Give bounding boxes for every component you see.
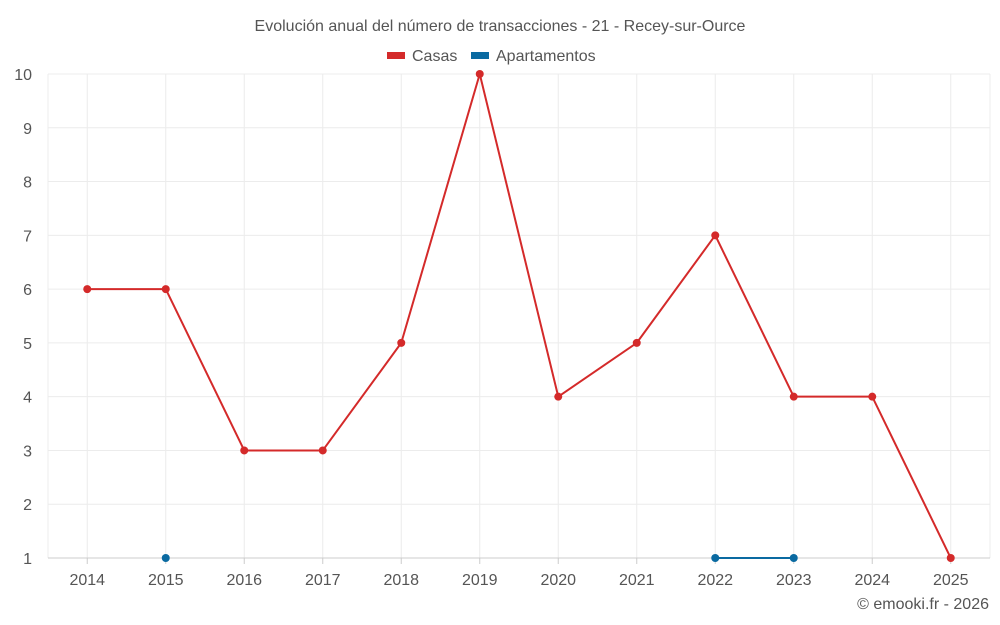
x-tick-label: 2019 — [462, 572, 498, 589]
data-point-casas-2019[interactable] — [475, 70, 484, 78]
chart-title: Evolución anual del número de transaccio… — [255, 18, 746, 35]
legend-label-apartamentos: Apartamentos — [496, 48, 596, 65]
x-tick-label: 2018 — [383, 572, 419, 589]
x-tick-label: 2022 — [697, 572, 733, 589]
x-tick-label: 2025 — [933, 572, 969, 589]
x-tick-label: 2015 — [148, 572, 184, 589]
data-point-casas-2024[interactable] — [868, 392, 877, 401]
x-tick-label: 2014 — [69, 572, 105, 589]
series-apartamentos — [161, 554, 798, 562]
legend: Casas Apartamentos — [387, 48, 596, 65]
data-point-casas-2023[interactable] — [789, 392, 798, 401]
x-tick-label: 2020 — [540, 572, 576, 589]
series-line-casas — [87, 73, 952, 559]
y-tick-label: 4 — [23, 390, 32, 407]
x-tick-label: 2021 — [619, 572, 655, 589]
data-point-casas-2025[interactable] — [946, 554, 955, 562]
data-point-casas-2021[interactable] — [632, 338, 641, 347]
x-tick-label: 2016 — [226, 572, 262, 589]
data-point-casas-2020[interactable] — [554, 392, 563, 401]
x-tick-label: 2017 — [305, 572, 341, 589]
grid — [47, 73, 991, 558]
data-point-apartamentos-2023[interactable] — [789, 554, 798, 562]
credit-text: © emooki.fr - 2026 — [857, 596, 989, 613]
data-point-casas-2022[interactable] — [711, 231, 720, 240]
y-tick-label: 2 — [23, 497, 32, 514]
legend-swatch-apartamentos — [471, 52, 489, 59]
y-tick-label: 6 — [23, 282, 32, 299]
y-tick-label: 1 — [23, 551, 32, 568]
x-tick-label: 2023 — [776, 572, 812, 589]
legend-label-casas: Casas — [412, 48, 457, 65]
y-tick-label: 10 — [14, 67, 32, 84]
x-tick-label: 2024 — [854, 572, 890, 589]
y-tick-label: 9 — [23, 121, 32, 138]
data-point-casas-2018[interactable] — [397, 338, 406, 347]
y-tick-label: 5 — [23, 336, 32, 353]
data-point-apartamentos-2022[interactable] — [711, 554, 720, 562]
data-point-casas-2017[interactable] — [318, 446, 327, 455]
axes: 1 2 3 4 5 6 7 8 9 10 2014 2015 2016 2017 2018 2019 2020 2… — [14, 67, 990, 589]
data-point-casas-2015[interactable] — [161, 285, 170, 294]
series-casas — [83, 70, 955, 562]
y-tick-label: 3 — [23, 443, 32, 460]
legend-swatch-casas — [387, 52, 405, 59]
legend-item-casas[interactable]: Casas — [387, 48, 457, 65]
data-point-apartamentos-2015[interactable] — [161, 554, 170, 562]
data-point-casas-2014[interactable] — [83, 285, 92, 294]
series — [83, 70, 955, 562]
y-tick-label: 7 — [23, 228, 32, 245]
y-tick-label: 8 — [23, 175, 32, 192]
data-point-casas-2016[interactable] — [240, 446, 249, 455]
legend-item-apartamentos[interactable]: Apartamentos — [471, 48, 596, 65]
